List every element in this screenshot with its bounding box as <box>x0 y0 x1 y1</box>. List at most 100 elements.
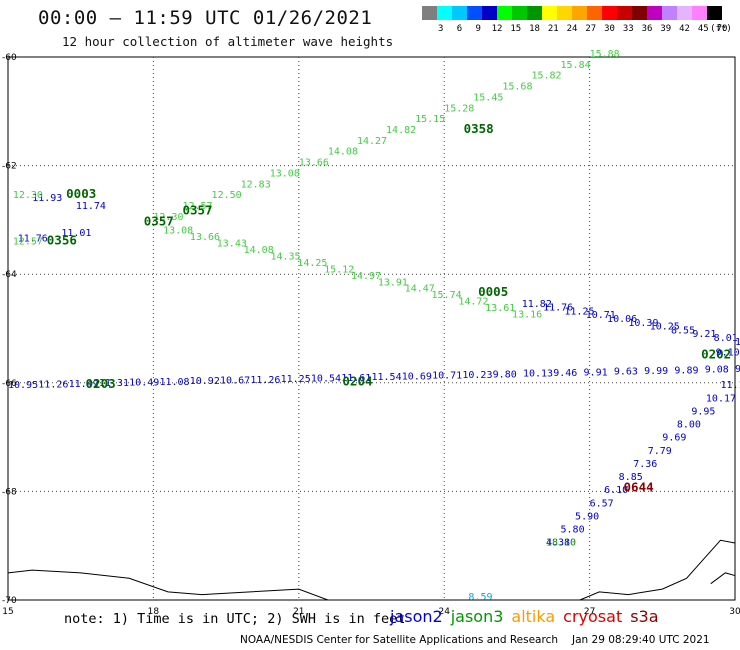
colorbar-tick: 42 <box>679 24 690 34</box>
swh-value-label: 12.50 <box>212 190 242 201</box>
colorbar-tick: 39 <box>660 24 672 34</box>
swh-value-label: 8.00 <box>677 420 701 431</box>
swh-value-label: 9.80 <box>493 369 517 380</box>
colorbar-tick: 18 <box>529 24 540 34</box>
pass-time-label: 0357 <box>144 213 174 228</box>
swh-value-label: 9.63 <box>614 367 638 378</box>
colorbar-cell <box>587 6 602 20</box>
lat-tick-label: -62 <box>2 162 17 172</box>
lon-tick-label: 15 <box>2 607 13 617</box>
colorbar-cell <box>467 6 482 20</box>
colorbar-cell <box>707 6 722 20</box>
swh-value-label: 15.28 <box>444 103 474 114</box>
legend-jason3: jason3 <box>450 607 504 626</box>
swh-value-label: 7.79 <box>648 446 672 457</box>
coastline-west <box>7 569 348 601</box>
swh-value-label: 10.95 <box>8 380 38 391</box>
pass-time-label: 0203 <box>86 376 116 391</box>
swh-value-label: 9.91 <box>584 367 608 378</box>
swh-value-label: 9.99 <box>644 366 668 377</box>
pass-time-label: 0358 <box>464 121 494 136</box>
colorbar-cell <box>647 6 662 20</box>
swh-value-label: 11.25 <box>564 306 594 317</box>
lon-tick-label: 24 <box>438 607 450 617</box>
swh-value-label: 14.27 <box>357 136 387 147</box>
colorbar-cell <box>512 6 527 20</box>
swh-value-label: 10.23 <box>462 370 492 381</box>
legend-s3a: s3a <box>630 607 659 626</box>
colorbar-unit: (ft) <box>710 24 732 34</box>
swh-value-label: 14.72 <box>458 297 488 308</box>
lat-tick-label: -68 <box>2 487 17 497</box>
swh-value-label: 10.92 <box>190 376 220 387</box>
swh-value-label: 10.13 <box>523 369 553 380</box>
colorbar-tick: 9 <box>475 24 481 34</box>
swh-value-label: 11.31 <box>99 378 129 389</box>
swh-value-label: 8.55 <box>671 325 695 336</box>
pass-time-label: 0204 <box>342 374 372 389</box>
swh-value-label: 15.82 <box>531 71 561 82</box>
colorbar-cell <box>602 6 617 20</box>
swh-value-label: 10.69 <box>402 371 432 382</box>
swh-value-label: 15.68 <box>502 82 532 93</box>
swh-value-label: 11.74 <box>76 201 106 212</box>
swh-value-label: 11.49 <box>69 379 99 390</box>
swh-value-label: 11.61 <box>341 373 371 384</box>
colorbar-cell <box>662 6 677 20</box>
page-subtitle: 12 hour collection of altimeter wave hei… <box>62 34 394 49</box>
colorbar-cell <box>527 6 542 20</box>
swh-value-label: 11.76 <box>18 234 48 245</box>
colorbar-tick: 21 <box>547 24 559 34</box>
lon-tick-label: 27 <box>584 607 595 617</box>
swh-value-label: 13.61 <box>485 303 515 314</box>
credit-line: NOAA/NESDIS Center for Satellite Applica… <box>240 634 710 646</box>
map-frame <box>7 56 736 601</box>
swh-value-label: 13.66 <box>299 158 329 169</box>
colorbar-tick: 30 <box>604 24 615 34</box>
swh-value-label: 11.26 <box>38 380 68 391</box>
swh-value-label: 11.26 <box>250 375 280 386</box>
swh-value-label: 10.06 <box>607 314 637 325</box>
swh-value-label: 14.08 <box>244 245 274 256</box>
swh-value-label: 11.93 <box>32 193 62 204</box>
swh-value-label: 11.08 <box>159 377 189 388</box>
swh-value-label: 9.89 <box>674 365 698 376</box>
swh-value-label: 11.76 <box>543 303 573 314</box>
pass-time-label: 0202 <box>701 346 731 361</box>
colorbar-tick: 70 <box>716 24 728 34</box>
swh-value-label: 12.30 <box>13 190 43 201</box>
swh-value-label: 18.10 <box>546 538 576 549</box>
swh-value-label: 8.59 <box>468 592 492 603</box>
swh-value-label: 14.25 <box>297 258 327 269</box>
colorbar-cell <box>677 6 692 20</box>
swh-value-label: 5.80 <box>561 525 585 536</box>
lon-tick-label: 21 <box>293 607 304 617</box>
lat-tick-label: -66 <box>2 379 17 389</box>
swh-value-label: 15.45 <box>473 92 503 103</box>
swh-value-label: 13.08 <box>270 168 300 179</box>
swh-value-label: 13.91 <box>378 277 408 288</box>
swh-value-label: 11.54 <box>372 372 402 383</box>
swh-value-label: 12.57 <box>13 236 43 247</box>
swh-value-label: 9.10 <box>716 348 740 359</box>
swh-value-label: 15.88 <box>590 49 620 60</box>
swh-value-label: 11.10 <box>720 380 740 391</box>
legend-jason2: jason2 <box>390 607 443 626</box>
lat-tick-label: -70 <box>2 596 17 606</box>
swh-value-label: 11.01 <box>61 228 91 239</box>
pass-time-label: 0005 <box>478 284 508 299</box>
swh-value-label: 13.43 <box>217 238 247 249</box>
lon-tick-label: 30 <box>729 607 740 617</box>
swh-value-label: 6.10 <box>604 485 628 496</box>
footer-note: note: 1) Time is in UTC; 2) SWH is in fe… <box>64 611 406 627</box>
colorbar-tick: 12 <box>491 24 503 34</box>
swh-value-label: 9.21 <box>692 329 716 340</box>
colorbar-cell <box>542 6 557 20</box>
swh-value-label: 10.71 <box>432 371 462 382</box>
swh-value-label: 6.57 <box>590 498 614 509</box>
swh-value-label: 9.08 <box>705 365 729 376</box>
swh-value-label: 15.12 <box>324 264 354 275</box>
page-title: 00:00 — 11:59 UTC 01/26/2021 <box>38 7 373 29</box>
colorbar-tick: 36 <box>641 24 653 34</box>
pass-time-label: 0644 <box>624 479 654 494</box>
